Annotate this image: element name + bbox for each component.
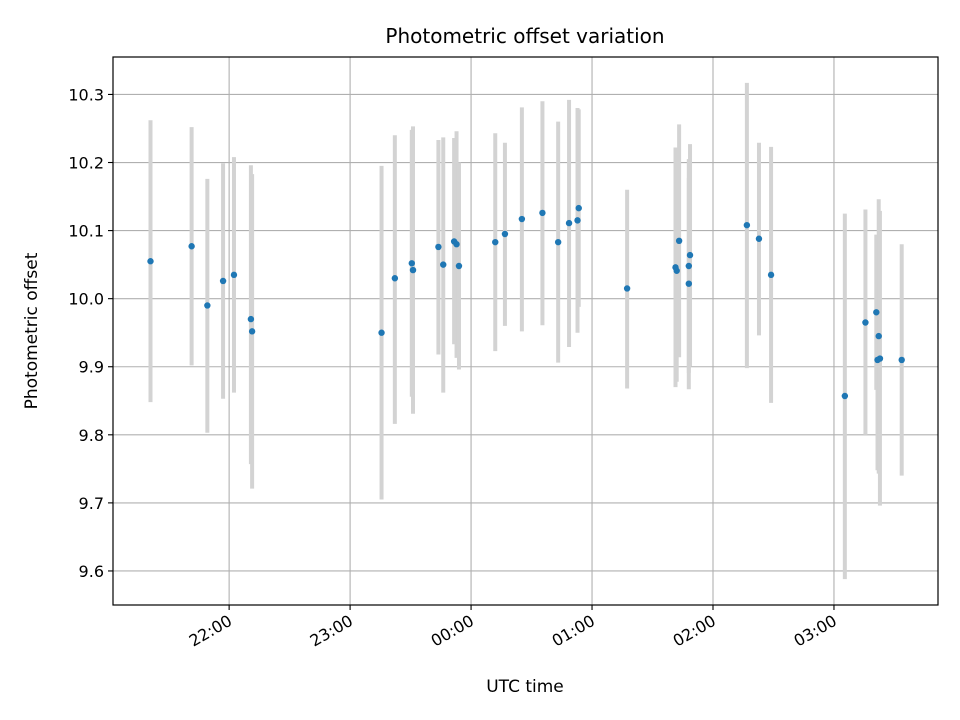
data-point — [685, 262, 693, 270]
y-tick-label: 9.8 — [79, 426, 104, 445]
data-point — [743, 221, 751, 229]
data-point — [440, 261, 447, 268]
y-tick-label: 10.3 — [68, 85, 104, 104]
y-axis-title: Photometric offset — [22, 252, 42, 409]
y-tick-label: 10.2 — [68, 154, 104, 173]
data-point — [898, 356, 905, 364]
grid — [113, 57, 938, 605]
data-point — [435, 243, 442, 251]
data-point — [686, 251, 694, 259]
y-tick-label: 9.7 — [79, 494, 104, 513]
x-tick-label: 02:00 — [670, 611, 719, 651]
y-tick-label: 10.0 — [68, 290, 104, 309]
x-tick-label: 23:00 — [307, 611, 356, 651]
x-axis-title: UTC time — [486, 677, 564, 697]
y-tick-label: 9.6 — [79, 562, 104, 581]
x-tick-label: 03:00 — [791, 611, 840, 651]
data-point — [574, 217, 581, 224]
data-point — [554, 238, 562, 246]
data-point — [685, 280, 693, 287]
data-point — [841, 392, 849, 400]
chart-title: Photometric offset variation — [385, 24, 664, 48]
x-tick-label: 01:00 — [549, 611, 598, 651]
data-point — [408, 260, 415, 267]
data-point — [539, 209, 546, 217]
data-point — [862, 319, 869, 326]
data-point — [188, 243, 195, 250]
data-point — [455, 262, 463, 270]
y-tick-label: 9.9 — [79, 358, 104, 377]
data-point — [518, 215, 526, 223]
data-point — [204, 302, 211, 309]
data-point — [391, 275, 399, 282]
data-point — [409, 266, 417, 274]
data-point — [767, 271, 775, 279]
data-point — [501, 230, 509, 238]
data-point — [378, 329, 385, 336]
y-axis-ticks: 9.6 9.7 9.8 9.9 10.0 10.1 10.2 10.3 — [68, 85, 113, 581]
error-bars — [148, 82, 904, 580]
y-tick-label: 10.1 — [68, 222, 104, 241]
x-tick-label: 22:00 — [186, 611, 235, 651]
data-point — [675, 237, 683, 245]
plot-frame — [112, 56, 939, 606]
data-point — [219, 277, 227, 285]
data-point — [575, 204, 582, 212]
data-point — [565, 219, 573, 227]
data-point — [873, 309, 880, 316]
x-tick-label: 00:00 — [428, 611, 477, 651]
data-point — [247, 315, 255, 323]
data-point — [673, 267, 680, 274]
data-point — [492, 238, 499, 246]
data-points — [147, 204, 905, 400]
data-point — [453, 241, 460, 248]
data-point — [230, 271, 238, 279]
data-point — [147, 258, 154, 265]
x-axis-ticks: 22:00 23:00 00:00 01:00 02:00 03:00 — [186, 605, 840, 651]
data-point — [755, 235, 763, 242]
data-point — [875, 332, 882, 340]
data-point — [876, 355, 884, 362]
data-point — [623, 285, 631, 292]
data-point — [248, 328, 256, 335]
